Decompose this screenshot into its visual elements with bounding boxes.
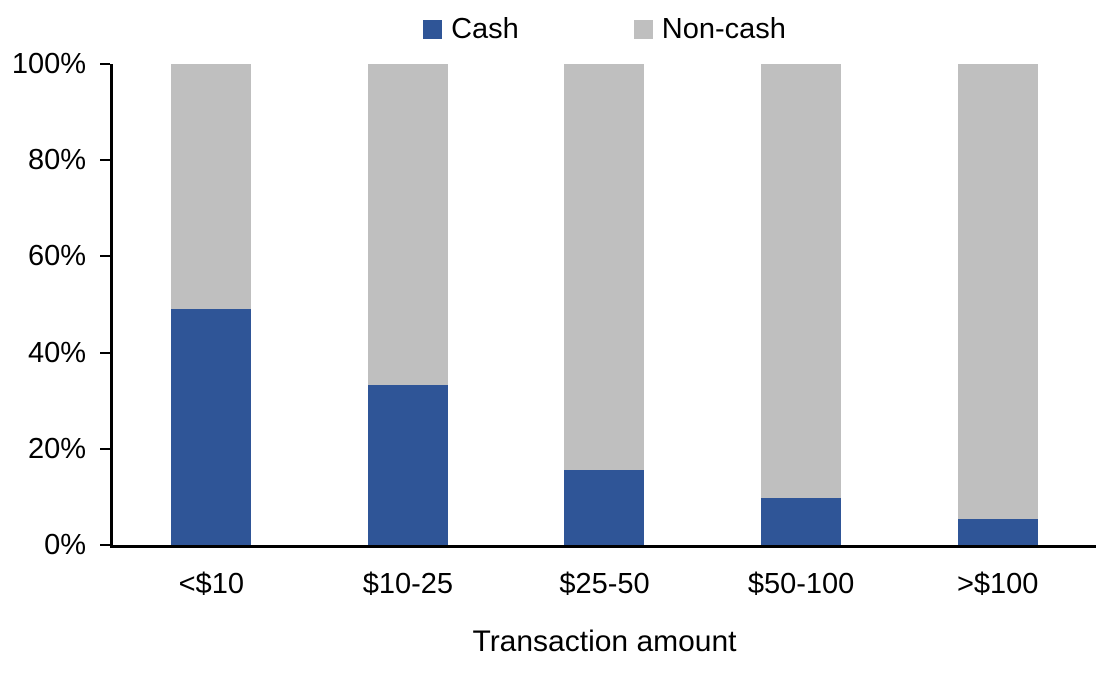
y-tick-mark (100, 544, 110, 546)
y-tick-mark (100, 63, 110, 65)
bar-25-50 (564, 64, 645, 545)
bar-segment-cash-10 (171, 309, 252, 545)
bar-segment-non-cash-10 (171, 64, 252, 310)
legend-label: Non-cash (661, 13, 786, 45)
bar-segment-non-cash-25-50 (564, 64, 645, 470)
legend-swatch-cash (423, 19, 443, 39)
y-tick-mark (100, 447, 110, 450)
bar-10-25 (367, 64, 448, 545)
bar-segment-cash-50-100 (761, 498, 842, 545)
legend-swatch-non-cash (633, 19, 653, 39)
legend-item-non-cash: Non-cash (633, 12, 786, 46)
y-tick-label: 40% (27, 336, 86, 369)
y-tick-label: 20% (27, 432, 86, 465)
legend-label: Cash (451, 13, 519, 45)
y-tick-mark (100, 159, 110, 162)
bar-segment-non-cash-100 (957, 64, 1038, 519)
x-tick-label-10-25: $10-25 (362, 568, 454, 600)
y-tick-label: 0% (44, 529, 86, 561)
bar-10 (171, 64, 252, 545)
y-tick-mark (100, 351, 110, 354)
y-tick-label: 100% (11, 48, 86, 80)
y-tick-mark (100, 255, 110, 258)
chart-legend: Cash Non-cash (113, 10, 1096, 48)
bar-50-100 (761, 64, 842, 545)
x-tick-label-100: >$100 (956, 568, 1039, 600)
x-axis-tick-labels: <$10 $10-25 $25-50 $50-100 >$100 (113, 567, 1096, 601)
plot-area (110, 64, 1096, 548)
bar-100 (957, 64, 1038, 545)
bar-segment-non-cash-50-100 (761, 64, 842, 499)
y-tick-label: 60% (27, 240, 86, 273)
x-tick-label-25-50: $25-50 (559, 568, 650, 600)
y-tick-label: 80% (27, 144, 86, 177)
x-axis-title: Transaction amount (472, 625, 737, 658)
bar-segment-non-cash-10-25 (367, 64, 448, 385)
legend-item-cash: Cash (423, 12, 519, 46)
x-tick-label-10: <$10 (178, 568, 244, 600)
x-tick-label-50-100: $50-100 (747, 568, 855, 600)
bar-segment-cash-100 (957, 518, 1038, 545)
bar-segment-cash-25-50 (564, 469, 645, 545)
bar-segment-cash-10-25 (367, 384, 448, 545)
